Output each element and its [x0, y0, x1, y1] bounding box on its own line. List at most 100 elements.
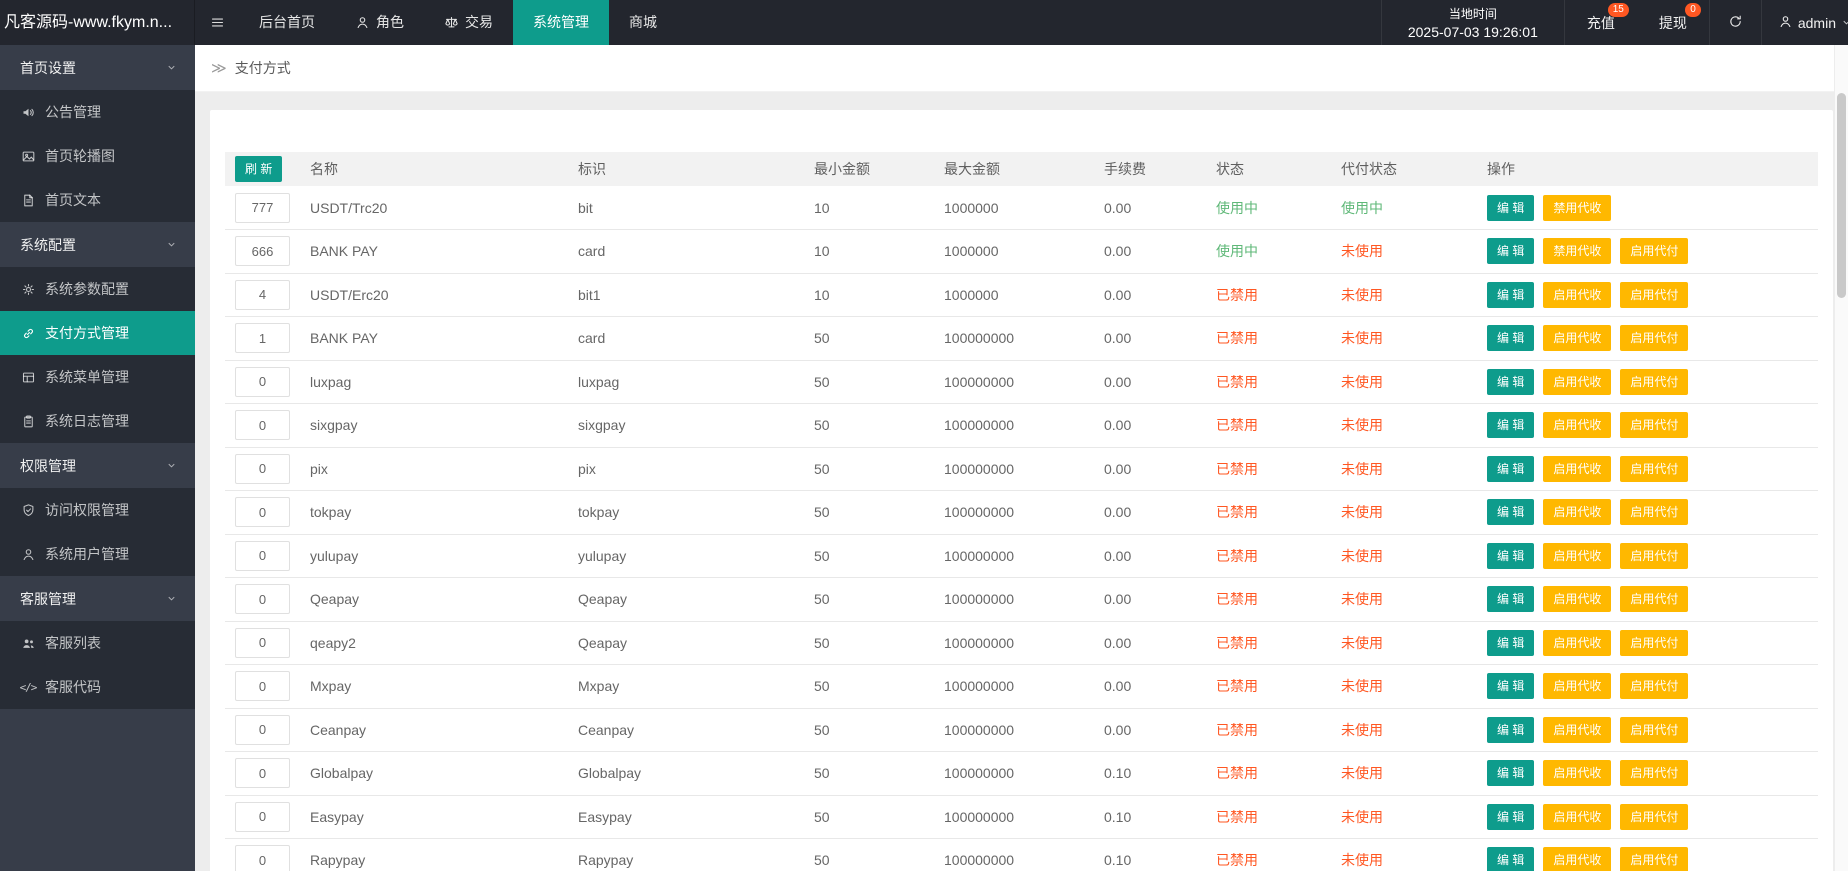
sidebar-item[interactable]: 访问权限管理 [0, 488, 195, 532]
user-icon [20, 547, 36, 562]
edit-button[interactable]: 编 辑 [1487, 281, 1535, 308]
disable-collect-button[interactable]: 禁用代收 [1543, 238, 1612, 265]
sort-input[interactable] [235, 540, 290, 571]
scrollbar-track[interactable] [1834, 45, 1848, 871]
edit-button[interactable]: 编 辑 [1487, 368, 1535, 395]
edit-button[interactable]: 编 辑 [1487, 455, 1535, 482]
column-header: 最小金额 [814, 161, 870, 177]
enable-payout-button[interactable]: 启用代付 [1620, 716, 1689, 743]
edit-button[interactable]: 编 辑 [1487, 760, 1535, 787]
edit-button[interactable]: 编 辑 [1487, 542, 1535, 569]
sort-input[interactable] [235, 758, 290, 789]
disable-collect-button[interactable]: 禁用代收 [1543, 194, 1612, 221]
refresh-page-button[interactable] [1708, 0, 1761, 45]
sort-input[interactable] [235, 366, 290, 397]
enable-collect-button[interactable]: 启用代收 [1543, 281, 1612, 308]
enable-payout-button[interactable]: 启用代付 [1620, 803, 1689, 830]
enable-payout-button[interactable]: 启用代付 [1620, 760, 1689, 787]
enable-collect-button[interactable]: 启用代收 [1543, 847, 1612, 871]
sidebar-group-header[interactable]: 首页设置 [0, 45, 195, 90]
cell-max-amount: 100000000 [944, 417, 1015, 434]
sort-input[interactable] [235, 714, 290, 745]
edit-button[interactable]: 编 辑 [1487, 629, 1535, 656]
sidebar-item[interactable]: 系统菜单管理 [0, 355, 195, 399]
sidebar-item[interactable]: 支付方式管理 [0, 311, 195, 355]
enable-payout-button[interactable]: 启用代付 [1620, 499, 1689, 526]
enable-collect-button[interactable]: 启用代收 [1543, 412, 1612, 439]
enable-payout-button[interactable]: 启用代付 [1620, 586, 1689, 613]
edit-button[interactable]: 编 辑 [1487, 586, 1535, 613]
enable-payout-button[interactable]: 启用代付 [1620, 673, 1689, 700]
top-nav-item[interactable]: 系统管理 [513, 0, 609, 45]
cell-status: 已禁用 [1206, 273, 1331, 317]
enable-payout-button[interactable]: 启用代付 [1620, 238, 1689, 265]
enable-collect-button[interactable]: 启用代收 [1543, 455, 1612, 482]
sidebar-item[interactable]: </> 客服代码 [0, 665, 195, 709]
enable-payout-button[interactable]: 启用代付 [1620, 325, 1689, 352]
enable-collect-button[interactable]: 启用代收 [1543, 586, 1612, 613]
edit-button[interactable]: 编 辑 [1487, 803, 1535, 830]
enable-collect-button[interactable]: 启用代收 [1543, 629, 1612, 656]
enable-collect-button[interactable]: 启用代收 [1543, 673, 1612, 700]
enable-collect-button[interactable]: 启用代收 [1543, 325, 1612, 352]
enable-collect-button[interactable]: 启用代收 [1543, 499, 1612, 526]
table-row: Qeapay Qeapay 50 100000000 0.00 已禁用 未使用 编 辑启用代收… [225, 578, 1818, 621]
top-nav-item[interactable]: 商城 [609, 0, 677, 45]
sort-input[interactable] [235, 497, 290, 528]
sort-input[interactable] [235, 671, 290, 702]
sort-input[interactable] [235, 410, 290, 441]
enable-payout-button[interactable]: 启用代付 [1620, 368, 1689, 395]
sort-input[interactable] [235, 323, 290, 354]
refresh-table-button[interactable]: 刷 新 [235, 156, 283, 182]
enable-collect-button[interactable]: 启用代收 [1543, 368, 1612, 395]
sidebar-group-header[interactable]: 客服管理 [0, 576, 195, 621]
sidebar-group-header[interactable]: 系统配置 [0, 222, 195, 267]
sort-input[interactable] [235, 801, 290, 832]
sidebar-group-header[interactable]: 权限管理 [0, 443, 195, 488]
sort-input[interactable] [235, 845, 290, 871]
top-nav-item[interactable]: 后台首页 [239, 0, 335, 45]
enable-payout-button[interactable]: 启用代付 [1620, 542, 1689, 569]
link-icon [20, 326, 36, 341]
enable-payout-button[interactable]: 启用代付 [1620, 847, 1689, 871]
sort-input[interactable] [235, 584, 290, 615]
top-nav-item[interactable]: 交易 [424, 0, 513, 45]
sort-input[interactable] [235, 627, 290, 658]
sidebar-item[interactable]: 系统参数配置 [0, 267, 195, 311]
sidebar-item[interactable]: 公告管理 [0, 90, 195, 134]
edit-button[interactable]: 编 辑 [1487, 716, 1535, 743]
enable-payout-button[interactable]: 启用代付 [1620, 455, 1689, 482]
enable-collect-button[interactable]: 启用代收 [1543, 542, 1612, 569]
sort-input[interactable] [235, 192, 290, 223]
sidebar-item[interactable]: 客服列表 [0, 621, 195, 665]
withdraw-nav-item[interactable]: 提现 0 [1637, 0, 1709, 45]
enable-payout-button[interactable]: 启用代付 [1620, 281, 1689, 308]
sidebar-item[interactable]: 首页文本 [0, 178, 195, 222]
sidebar-item[interactable]: 系统日志管理 [0, 399, 195, 443]
edit-button[interactable]: 编 辑 [1487, 194, 1535, 221]
recharge-nav-item[interactable]: 充值 15 [1565, 0, 1637, 45]
enable-payout-button[interactable]: 启用代付 [1620, 412, 1689, 439]
edit-button[interactable]: 编 辑 [1487, 325, 1535, 352]
edit-button[interactable]: 编 辑 [1487, 499, 1535, 526]
user-menu[interactable]: admin [1760, 0, 1848, 45]
enable-collect-button[interactable]: 启用代收 [1543, 803, 1612, 830]
edit-button[interactable]: 编 辑 [1487, 238, 1535, 265]
edit-button[interactable]: 编 辑 [1487, 847, 1535, 871]
top-nav-item[interactable]: 角色 [335, 0, 424, 45]
enable-collect-button[interactable]: 启用代收 [1543, 760, 1612, 787]
sidebar-item[interactable]: 系统用户管理 [0, 532, 195, 576]
edit-button[interactable]: 编 辑 [1487, 673, 1535, 700]
scrollbar-thumb[interactable] [1837, 93, 1846, 298]
hamburger-icon[interactable] [195, 0, 239, 45]
sort-input[interactable] [235, 279, 290, 310]
enable-collect-button[interactable]: 启用代收 [1543, 716, 1612, 743]
sidebar-item[interactable]: 首页轮播图 [0, 134, 195, 178]
enable-payout-button[interactable]: 启用代付 [1620, 629, 1689, 656]
sort-input[interactable] [235, 236, 290, 267]
edit-button[interactable]: 编 辑 [1487, 412, 1535, 439]
status-text: 已禁用 [1216, 286, 1258, 303]
sort-input[interactable] [235, 453, 290, 484]
breadcrumb-icon: ≫ [211, 60, 227, 77]
